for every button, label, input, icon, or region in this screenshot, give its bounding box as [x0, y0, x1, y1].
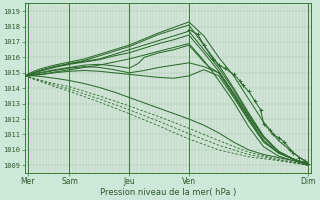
X-axis label: Pression niveau de la mer( hPa ): Pression niveau de la mer( hPa )	[100, 188, 236, 197]
